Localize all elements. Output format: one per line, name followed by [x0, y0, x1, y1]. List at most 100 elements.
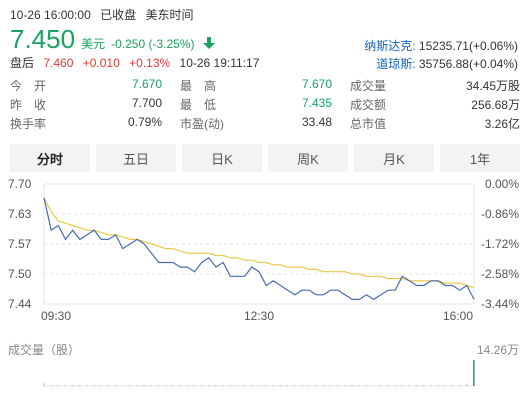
volume-bar — [43, 383, 45, 386]
index-name[interactable]: 道琼斯: — [376, 57, 416, 71]
volume-bar — [229, 385, 231, 386]
tab-intraday[interactable]: 分时 — [10, 144, 90, 172]
stat-high: 最 高 7.670 — [180, 77, 350, 94]
stats-row: 昨 收 7.700 最 低 7.435 成交额 256.68万 — [10, 95, 520, 114]
volume-bar — [236, 385, 238, 386]
volume-bar — [387, 385, 389, 386]
volume-label: 成交量（股） — [8, 342, 80, 357]
y-tick-label-pct: -2.58% — [481, 267, 519, 281]
volume-bar — [422, 385, 425, 386]
index-name[interactable]: 纳斯达克: — [364, 39, 416, 53]
volume-bar — [50, 385, 52, 386]
volume-bar — [458, 385, 461, 386]
volume-bar — [193, 385, 195, 386]
tab-daily-k[interactable]: 日K — [182, 144, 262, 172]
index-value: 15235.71(+0.06%) — [418, 39, 518, 53]
stats-row: 换手率 0.79% 市盈(动) 33.48 总市值 3.26亿 — [10, 114, 520, 133]
volume-bar — [64, 385, 66, 386]
series-line-price — [43, 197, 475, 301]
volume-bar — [451, 385, 453, 386]
y-tick-label-pct: -1.72% — [481, 237, 519, 251]
stat-prev-close: 昨 收 7.700 — [10, 96, 180, 113]
stat-value: 34.45万股 — [465, 79, 520, 93]
volume-bar — [114, 385, 117, 386]
stat-pe: 市盈(动) 33.48 — [180, 115, 350, 132]
tab-five-day[interactable]: 五日 — [96, 144, 176, 172]
tab-weekly-k[interactable]: 周K — [268, 144, 348, 172]
index-dow[interactable]: 道琼斯: 35756.88(+0.04%) — [376, 55, 518, 72]
stat-value: 0.79% — [127, 115, 162, 129]
volume-bar — [272, 385, 274, 386]
volume-bar — [351, 385, 353, 386]
volume-bar — [394, 385, 396, 386]
volume-bar — [215, 385, 217, 386]
volume-bar — [93, 385, 95, 386]
index-nasdaq[interactable]: 纳斯达克: 15235.71(+0.06%) — [364, 37, 518, 54]
volume-bar — [430, 385, 432, 386]
stat-turnover-rate: 换手率 0.79% — [10, 115, 180, 132]
currency-label: 美元 — [81, 37, 106, 51]
volume-bar — [129, 385, 131, 386]
volume-bar — [258, 385, 260, 386]
volume-bar — [315, 385, 317, 386]
volume-bar — [222, 385, 224, 386]
volume-bar — [365, 385, 367, 386]
y-tick-label-pct: -3.44% — [481, 297, 519, 311]
after-hours-time: 10-26 19:11:17 — [179, 56, 260, 70]
timezone-label: 美东时间 — [145, 8, 194, 22]
y-axis-right: 0.00% -0.86% -1.72% -2.58% -3.44% — [481, 177, 519, 311]
chart-period-tabs: 分时 五日 日K 周K 月K 1年 — [10, 144, 520, 172]
volume-bar — [157, 385, 160, 386]
stat-label: 市盈(动) — [180, 117, 224, 131]
stat-value: 7.670 — [131, 77, 162, 91]
stat-value: 256.68万 — [471, 98, 520, 112]
stat-value: 33.48 — [301, 115, 332, 129]
stat-value: 7.700 — [131, 96, 162, 110]
volume-bar — [100, 385, 102, 386]
volume-bar — [200, 385, 203, 386]
current-price: 7.450 — [10, 24, 76, 54]
volume-max-label: 14.26万 — [477, 343, 519, 357]
volume-bar — [207, 385, 210, 386]
x-tick-label: 16:00 — [443, 309, 473, 323]
y-tick-label-pct: -0.86% — [481, 207, 519, 221]
stat-label: 昨 收 — [10, 98, 47, 112]
x-axis: 09:30 12:30 16:00 — [41, 309, 473, 323]
volume-bar — [78, 385, 81, 386]
price-row: 7.450 美元 -0.250 (-3.25%) — [10, 24, 216, 55]
stat-value: 7.435 — [301, 96, 332, 110]
tab-monthly-k[interactable]: 月K — [354, 144, 434, 172]
stat-label: 最 高 — [180, 79, 217, 93]
volume-bar — [444, 385, 446, 386]
volume-bar — [57, 385, 59, 386]
chart-grid — [43, 183, 475, 305]
volume-bar — [250, 385, 253, 386]
stat-label: 换手率 — [10, 117, 47, 131]
stat-volume: 成交量 34.45万股 — [350, 77, 520, 94]
y-tick-label: 7.63 — [8, 207, 32, 221]
stat-label: 成交额 — [350, 98, 387, 112]
intraday-chart[interactable]: 7.70 7.63 7.57 7.50 7.44 0.00% -0.86% -1.72% -2… — [0, 176, 530, 402]
stat-label: 最 低 — [180, 98, 217, 112]
stat-label: 总市值 — [350, 117, 387, 131]
series-line-average — [43, 197, 475, 289]
volume-bar — [179, 385, 181, 386]
stat-label: 今 开 — [10, 79, 47, 93]
tab-one-year[interactable]: 1年 — [440, 144, 520, 172]
volume-bar — [164, 385, 167, 386]
volume-bar — [86, 385, 88, 386]
y-tick-label-pct: 0.00% — [485, 177, 519, 191]
volume-bar — [372, 385, 375, 386]
volume-bar — [186, 385, 188, 386]
volume-bar — [437, 385, 439, 386]
y-tick-label: 7.44 — [8, 297, 32, 311]
stats-grid: 今 开 7.670 最 高 7.670 成交量 34.45万股 昨 收 7.700 最 … — [10, 76, 520, 133]
quote-header: 10-26 16:00:00 已收盘 美东时间 — [10, 6, 199, 23]
after-hours-price: 7.460 — [43, 56, 74, 70]
volume-bar — [379, 385, 382, 386]
volume-bar — [465, 384, 468, 386]
stat-turnover: 成交额 256.68万 — [350, 96, 520, 113]
quote-datetime: 10-26 16:00:00 — [10, 8, 91, 22]
y-tick-label: 7.57 — [8, 237, 32, 251]
volume-bar — [415, 385, 418, 386]
